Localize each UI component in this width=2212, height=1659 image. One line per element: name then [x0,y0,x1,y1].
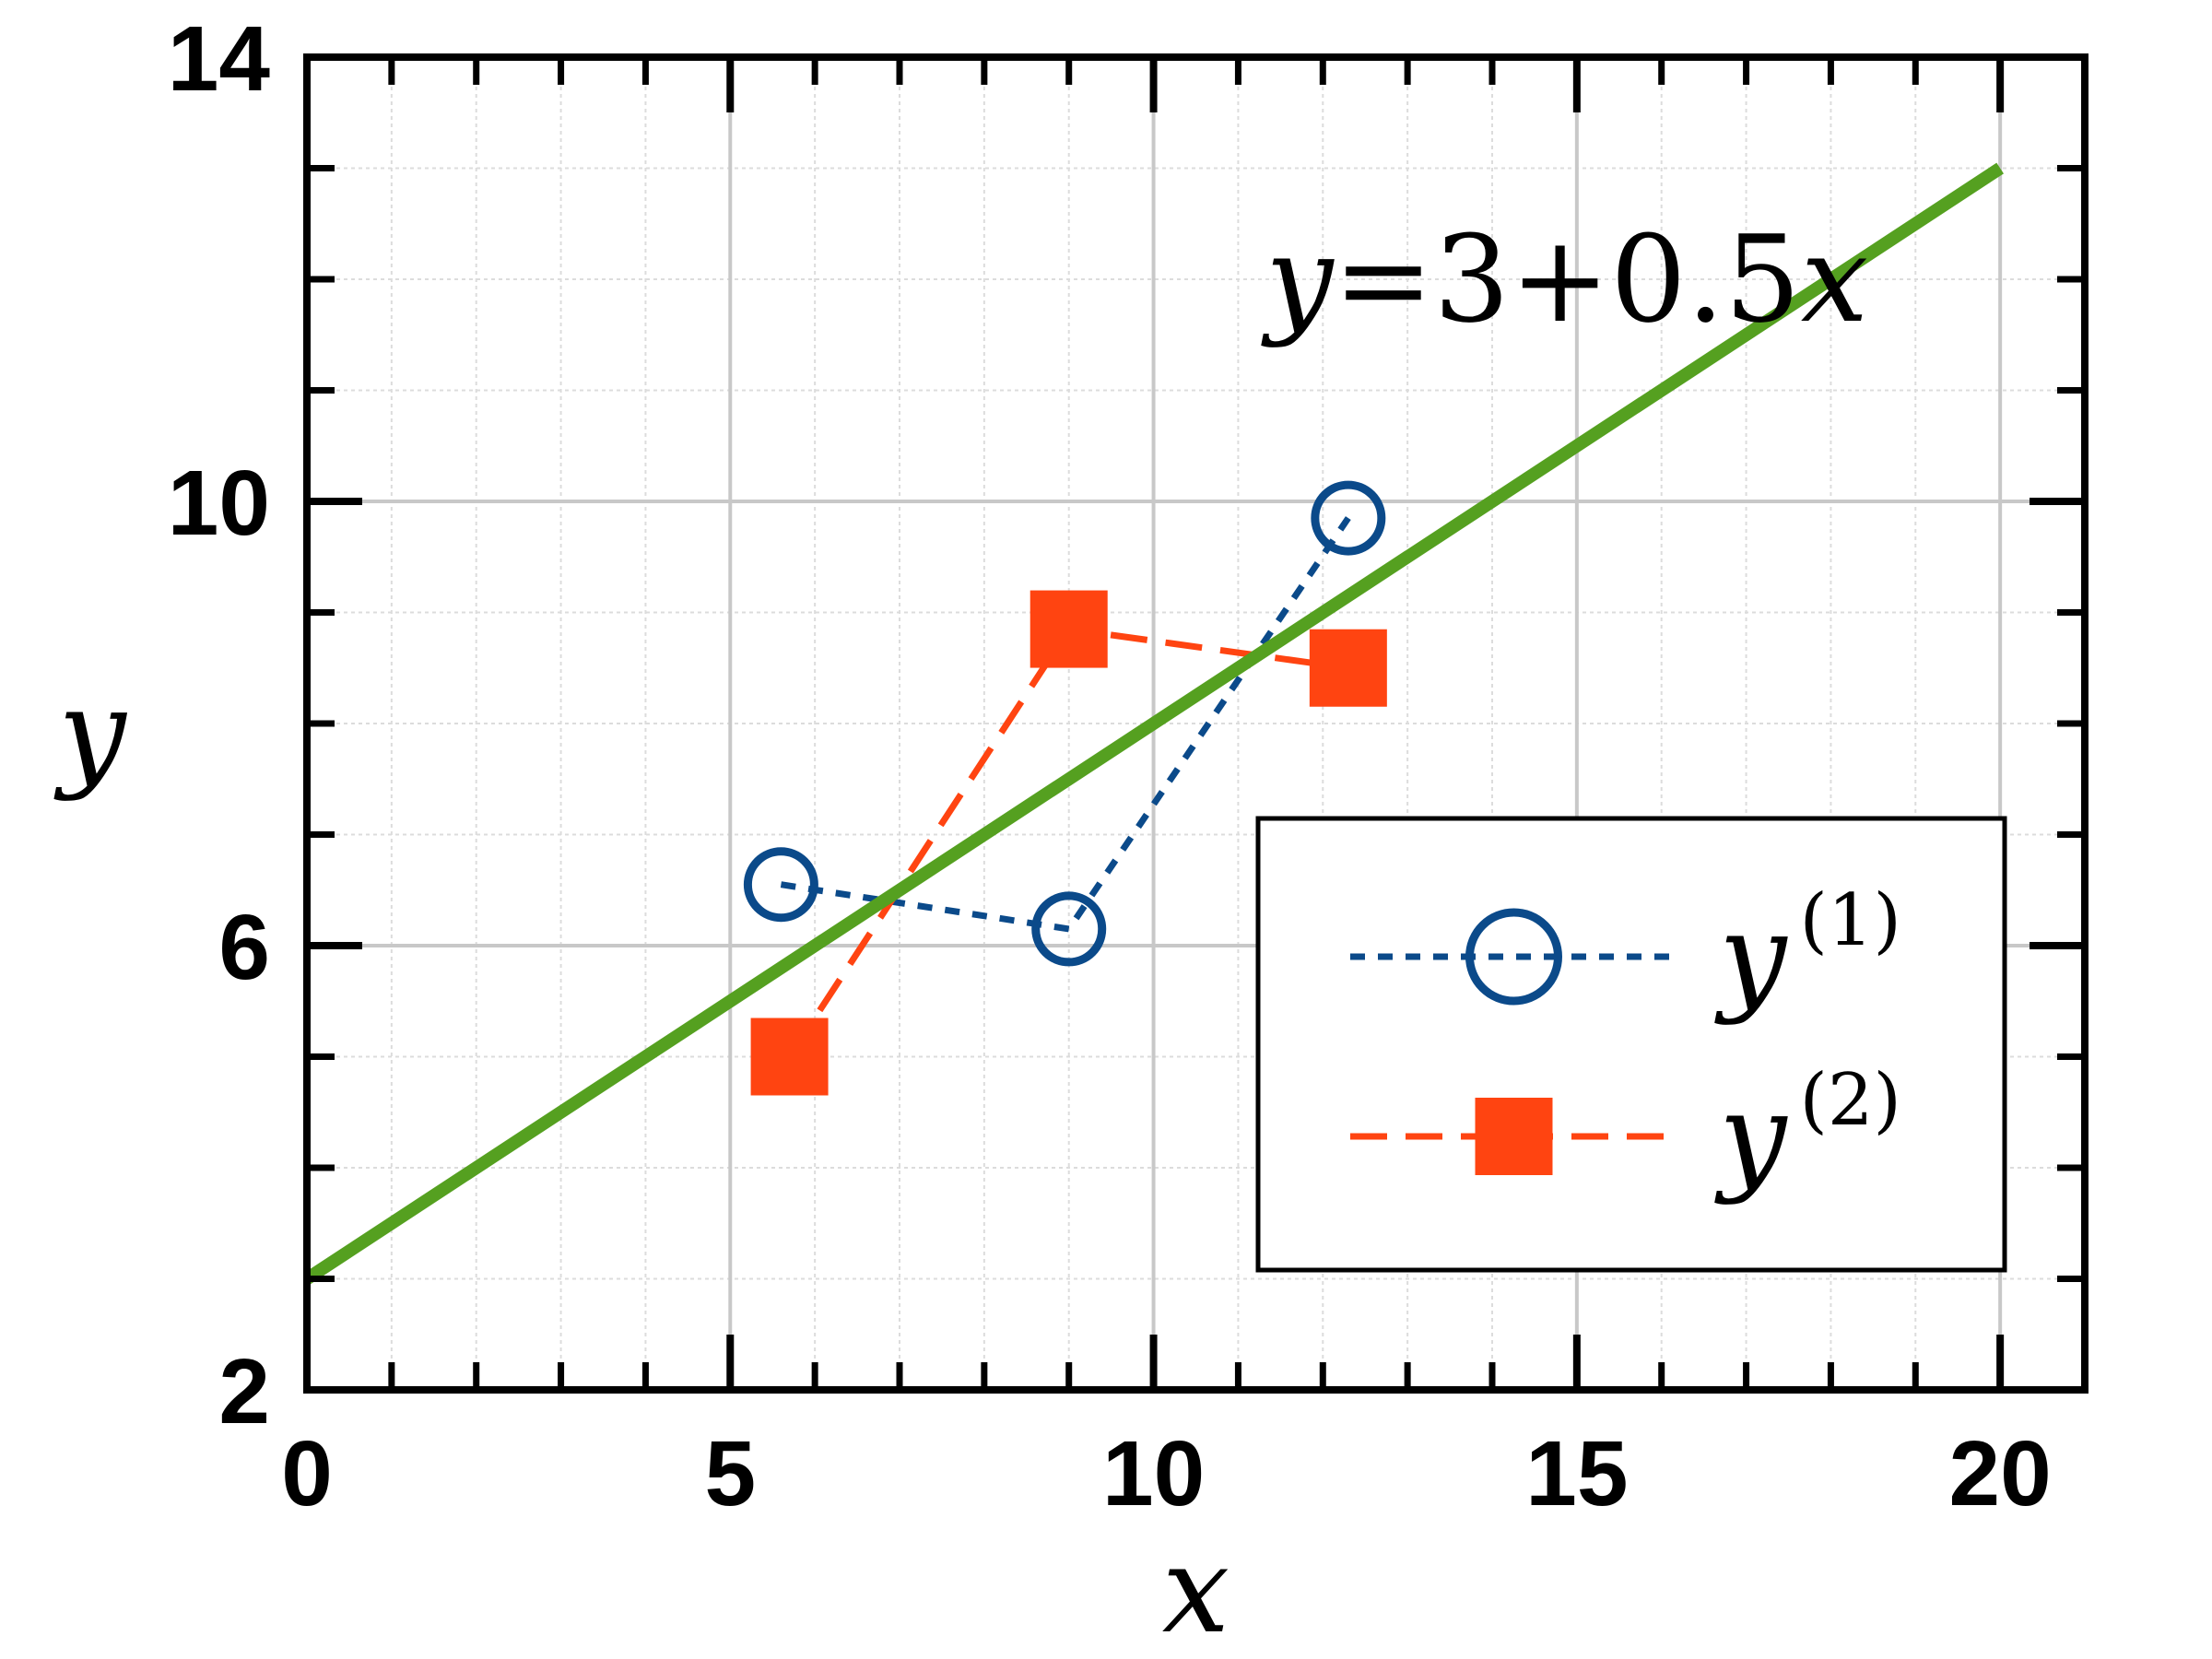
series-1-point [1311,480,1386,556]
legend-square-marker [1475,1098,1553,1175]
y-tick-label: 14 [168,7,271,111]
series-1-point [1031,891,1107,967]
tick-labels: 0 5 10 15 20 2 6 10 14 [168,7,2052,1525]
legend: y (1)y (2) [1255,816,2007,1273]
x-tick-label: 10 [1102,1422,1205,1525]
annotation-var-y: y [1261,209,1335,349]
y-tick-label: 2 [218,1340,270,1443]
legend-box [1255,816,2007,1273]
series-2-point [750,1018,829,1096]
series-line-3 [303,162,2004,1285]
plot-frame [303,53,2088,1394]
y-tick-label: 10 [168,452,270,555]
x-tick-label: 0 [281,1422,333,1525]
legend-circle-marker [1465,908,1562,1006]
legend-entry-label: y (2) [1714,1059,1901,1206]
y-tick-label: 6 [218,896,270,999]
annotation-var-x: x [1801,209,1868,349]
legend-superscript: (1) [1799,879,1901,962]
equation-annotation: y=3+0.5x [1261,209,1868,349]
x-tick-label: 15 [1525,1422,1628,1525]
x-tick-label: 20 [1949,1422,2052,1525]
minor-grid [307,57,2085,1390]
series-2-point [1030,590,1108,668]
legend-var: y [1714,1066,1788,1206]
series-layer [303,162,2004,1285]
legend-var: y [1714,887,1788,1027]
series-2-point [1309,629,1387,707]
x-axis-label: x [1162,1520,1230,1659]
x-tick-label: 5 [704,1422,756,1525]
series-1-point [743,847,818,923]
annotation-body: =3+0.5 [1334,209,1801,349]
y-axis-label: y [53,663,127,803]
legend-superscript: (2) [1799,1059,1901,1142]
legend-entry-label: y (1) [1714,879,1901,1027]
axis-ticks [307,57,2085,1390]
